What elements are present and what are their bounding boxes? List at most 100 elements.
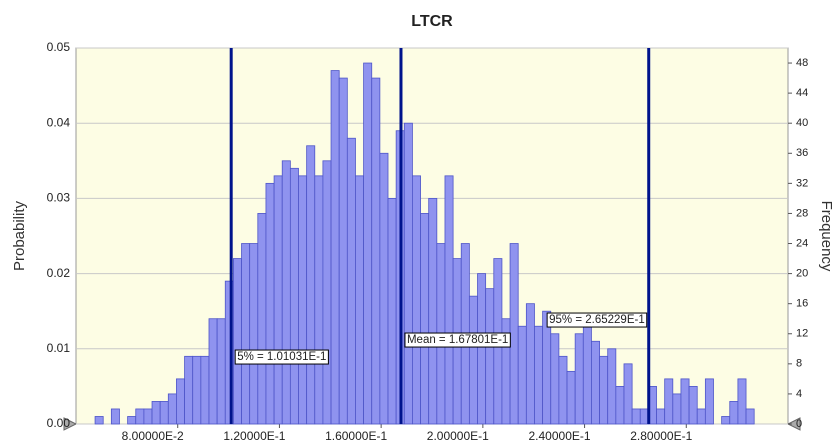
bar	[289, 167, 299, 425]
y-tick-label: 0.04	[47, 115, 71, 129]
y-tick-label: 0.03	[47, 191, 71, 205]
y2-tick-label: 32	[796, 177, 808, 189]
y2-tick-label: 0	[796, 418, 802, 430]
y2-tick-label: 20	[796, 268, 808, 280]
y2-tick-label: 4	[796, 388, 802, 400]
bar	[192, 355, 202, 425]
y2-tick-label: 8	[796, 358, 802, 370]
bar	[216, 318, 226, 425]
y2-tick-label: 16	[796, 298, 808, 310]
bar	[363, 62, 373, 425]
bar	[403, 122, 413, 425]
marker-label: 5% = 1.01031E-1	[237, 351, 326, 363]
bar	[444, 175, 454, 425]
bar	[582, 325, 592, 425]
x-tick-label: 1.20000E-1	[223, 429, 285, 443]
bar	[631, 408, 641, 425]
bar	[314, 175, 324, 425]
y2-tick-label: 24	[796, 237, 808, 249]
bar	[184, 355, 194, 425]
bar	[656, 408, 666, 425]
bar	[298, 175, 308, 425]
bar	[200, 355, 210, 425]
bar	[322, 160, 332, 425]
bar	[428, 197, 438, 425]
bar	[729, 401, 739, 425]
bar	[664, 378, 674, 425]
bar	[623, 363, 633, 425]
bar	[135, 408, 145, 425]
marker-label-box	[404, 332, 511, 348]
y2-tick-label: 36	[796, 147, 808, 159]
bar	[330, 70, 340, 425]
x-tick-label: 2.40000E-1	[529, 429, 591, 443]
bar	[542, 310, 552, 425]
x-tick-label: 8.00000E-2	[122, 429, 184, 443]
bar	[281, 160, 291, 425]
marker-label: 95% = 2.65229E-1	[549, 314, 645, 326]
bar	[241, 243, 251, 425]
y2-tick-label: 12	[796, 328, 808, 340]
y-tick-label: 0.00	[47, 416, 71, 430]
y2-tick-label: 48	[796, 57, 808, 69]
bar	[387, 197, 397, 425]
bar	[558, 355, 568, 425]
bar	[338, 77, 348, 425]
bar	[176, 378, 185, 425]
marker-label-box	[234, 349, 329, 365]
x-tick-label: 2.80000E-1	[630, 429, 692, 443]
bar	[379, 152, 389, 425]
bar	[509, 243, 519, 425]
bar	[688, 385, 698, 425]
bar	[127, 416, 137, 425]
bar	[574, 333, 584, 425]
bar	[745, 408, 755, 425]
bar	[468, 295, 478, 425]
y2-tick-label: 40	[796, 117, 808, 129]
bar	[704, 378, 714, 425]
axis-arrow	[63, 417, 78, 431]
bar	[615, 385, 625, 425]
x-tick-label: 2.00000E-1	[427, 429, 489, 443]
bar	[273, 175, 283, 425]
x-tick-label: 1.60000E-1	[325, 429, 387, 443]
y-axis-title: Probability	[11, 200, 28, 271]
bar	[696, 408, 706, 425]
axis-arrow	[786, 417, 801, 431]
bar	[143, 408, 153, 425]
bar	[534, 325, 544, 425]
bar	[517, 325, 527, 425]
bar	[721, 416, 731, 425]
bar	[420, 213, 430, 425]
bar	[355, 175, 364, 425]
y-tick-label: 0.01	[47, 341, 71, 355]
bar	[607, 348, 617, 425]
bar	[208, 318, 218, 425]
bar	[550, 333, 560, 425]
marker-label-box	[546, 312, 648, 328]
marker-label: Mean = 1.67801E-1	[407, 334, 508, 346]
bar	[371, 77, 381, 425]
bar	[249, 243, 259, 425]
bar	[412, 175, 421, 425]
y2-tick-label: 44	[796, 87, 808, 99]
bar	[265, 182, 275, 425]
bar	[306, 145, 316, 425]
bar	[591, 340, 600, 425]
bar	[477, 273, 487, 425]
bar	[94, 416, 104, 425]
y2-tick-label: 28	[796, 207, 808, 219]
bar	[110, 408, 120, 425]
bar	[346, 137, 356, 425]
bar	[257, 213, 267, 425]
bar	[167, 393, 177, 425]
y2-axis-title: Frequency	[818, 201, 835, 272]
bar	[159, 401, 169, 425]
y-tick-label: 0.05	[47, 40, 71, 54]
y-tick-label: 0.02	[47, 266, 71, 280]
bar	[525, 303, 535, 425]
chart-title: LTCR	[411, 13, 453, 30]
bar	[566, 370, 576, 425]
bar	[672, 393, 682, 425]
